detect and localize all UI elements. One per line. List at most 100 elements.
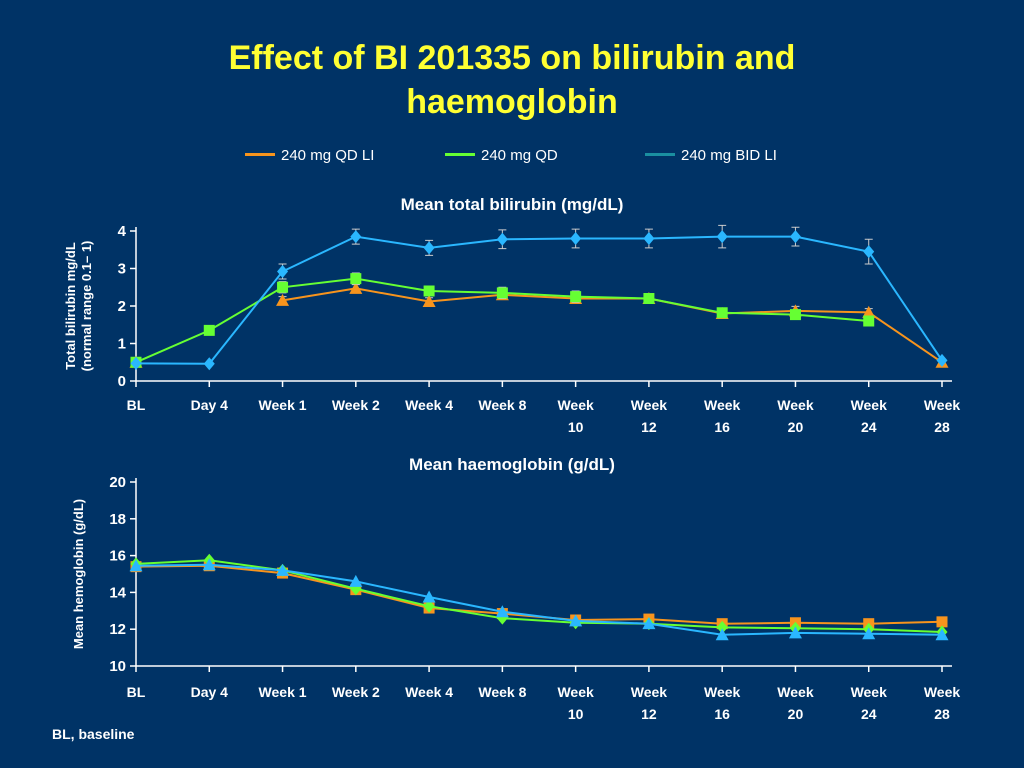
data-point (349, 281, 363, 294)
x-tick-label: Week (924, 397, 961, 413)
x-tick-label: Week 1 (259, 397, 307, 413)
y-tick-label: 18 (109, 511, 126, 528)
data-point (496, 287, 508, 299)
data-point (569, 614, 583, 627)
data-point (350, 273, 362, 285)
data-point (716, 230, 728, 244)
data-point (936, 616, 948, 628)
data-point (789, 230, 801, 244)
x-tick-label: 28 (934, 419, 950, 435)
x-tick-label: Week (631, 397, 668, 413)
data-point (863, 245, 875, 259)
data-point (276, 563, 290, 576)
x-tick-label: Week 2 (332, 684, 380, 700)
x-tick-label: Week (557, 397, 594, 413)
slide-title-line1: Effect of BI 201335 on bilirubin and (228, 39, 796, 77)
data-point (423, 599, 435, 613)
x-tick-label: 20 (788, 419, 804, 435)
y-tick-label: 4 (118, 223, 127, 240)
legend-item-qd-li: 240 mg QD LI (245, 146, 374, 166)
legend-label: 240 mg BID LI (681, 147, 777, 164)
y-tick-label: 12 (109, 621, 126, 638)
legend-swatch (645, 152, 675, 156)
data-point (788, 626, 802, 639)
x-tick-label: 20 (788, 706, 804, 722)
x-tick-label: Week 1 (259, 684, 307, 700)
data-point (643, 232, 655, 245)
data-point (496, 232, 508, 246)
x-tick-label: BL (127, 684, 146, 700)
data-point (202, 558, 216, 571)
data-point (130, 356, 142, 370)
footnote: BL, baseline (52, 726, 135, 742)
y-axis-label: Mean hemoglobin (g/dL) (71, 499, 86, 649)
x-tick-label: Week 2 (332, 397, 380, 413)
chart-title: Mean haemoglobin (g/dL) (409, 455, 615, 474)
x-tick-label: 10 (568, 419, 584, 435)
data-point (277, 265, 289, 278)
x-tick-label: 16 (714, 706, 730, 722)
data-point (350, 230, 362, 244)
data-point (129, 559, 143, 572)
x-tick-label: 24 (861, 419, 877, 435)
y-axis-label: (normal range 0.1– 1) (79, 241, 94, 372)
data-point (495, 605, 509, 618)
data-point (862, 627, 876, 640)
series-line (135, 235, 943, 365)
x-tick-label: Week (777, 684, 814, 700)
slide-title-line2: haemoglobin (406, 83, 618, 121)
x-tick-label: BL (127, 397, 146, 413)
x-tick-label: Week (777, 397, 814, 413)
x-tick-label: Week 8 (478, 397, 526, 413)
data-point (203, 357, 215, 371)
x-tick-label: Week 4 (405, 684, 453, 700)
data-point (789, 309, 801, 321)
x-tick-label: Week (851, 397, 888, 413)
x-tick-label: 16 (714, 419, 730, 435)
chart-title: Mean total bilirubin (mg/dL) (401, 195, 624, 214)
data-point (570, 291, 582, 303)
x-tick-label: Day 4 (191, 397, 229, 413)
data-point (422, 295, 436, 307)
data-point (423, 285, 435, 297)
y-tick-label: 14 (109, 584, 126, 601)
data-point (423, 241, 435, 255)
series-line (135, 564, 943, 625)
series-line (135, 563, 943, 636)
y-tick-label: 16 (109, 548, 126, 565)
x-tick-label: Week 4 (405, 397, 453, 413)
data-point (863, 315, 875, 327)
x-tick-label: 12 (641, 419, 657, 435)
y-tick-label: 2 (118, 298, 126, 315)
data-point (716, 620, 728, 634)
y-axis-label: Total bilirubin mg/dL (63, 242, 78, 370)
slide-title: Effect of BI 201335 on bilirubin and hae… (0, 36, 1024, 124)
legend-swatch (245, 152, 275, 156)
x-tick-label: Week (924, 684, 961, 700)
data-point (349, 574, 363, 587)
x-tick-label: 28 (934, 706, 950, 722)
data-point (570, 232, 582, 245)
x-tick-label: Week 8 (478, 684, 526, 700)
x-tick-label: 12 (641, 706, 657, 722)
data-point (422, 590, 436, 603)
x-tick-label: 10 (568, 706, 584, 722)
data-point (715, 628, 729, 641)
data-point (277, 281, 289, 293)
legend-label: 240 mg QD (481, 147, 558, 164)
data-point (936, 353, 948, 367)
y-tick-label: 3 (118, 261, 126, 278)
x-tick-label: Week (557, 684, 594, 700)
x-tick-label: 24 (861, 706, 877, 722)
y-tick-label: 20 (109, 474, 126, 491)
x-tick-label: Week (704, 397, 741, 413)
y-tick-label: 0 (118, 373, 126, 390)
legend-label: 240 mg QD LI (281, 147, 375, 164)
y-tick-label: 1 (118, 336, 126, 353)
data-point (276, 293, 290, 306)
data-point (935, 628, 949, 641)
legend-swatch (445, 152, 475, 156)
data-point (643, 293, 655, 304)
chart-legend: 240 mg QD LI 240 mg QD 240 mg BID LI (0, 146, 1024, 166)
